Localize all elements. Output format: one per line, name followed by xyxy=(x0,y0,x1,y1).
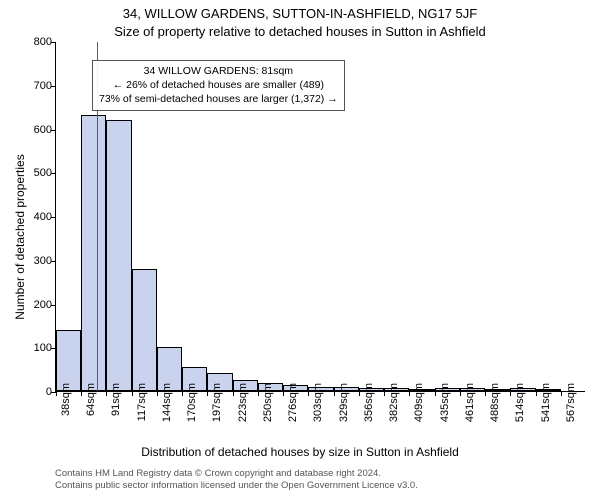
x-tick-label: 409sqm xyxy=(413,383,425,427)
x-tick-label: 382sqm xyxy=(388,383,400,427)
histogram-bar xyxy=(81,115,106,391)
x-tick-mark xyxy=(182,391,183,396)
x-tick-label: 276sqm xyxy=(287,383,299,427)
x-tick-label: 488sqm xyxy=(489,383,501,427)
annotation-line2: ← 26% of detached houses are smaller (48… xyxy=(99,78,338,92)
x-tick-label: 541sqm xyxy=(540,383,552,427)
x-tick-mark xyxy=(258,391,259,396)
x-tick-mark xyxy=(334,391,335,396)
x-tick-label: 514sqm xyxy=(514,383,526,427)
y-tick-mark xyxy=(51,261,56,262)
x-tick-mark xyxy=(536,391,537,396)
x-tick-mark xyxy=(460,391,461,396)
x-tick-mark xyxy=(283,391,284,396)
x-tick-mark xyxy=(233,391,234,396)
x-tick-mark xyxy=(561,391,562,396)
x-tick-mark xyxy=(384,391,385,396)
x-tick-mark xyxy=(132,391,133,396)
y-tick-mark xyxy=(51,305,56,306)
y-tick-mark xyxy=(51,130,56,131)
x-tick-label: 329sqm xyxy=(338,383,350,427)
chart-container: 34, WILLOW GARDENS, SUTTON-IN-ASHFIELD, … xyxy=(0,0,600,500)
y-tick-label: 600 xyxy=(18,124,52,136)
y-tick-label: 100 xyxy=(18,342,52,354)
x-tick-mark xyxy=(435,391,436,396)
y-tick-label: 800 xyxy=(18,36,52,48)
y-tick-label: 400 xyxy=(18,211,52,223)
y-tick-label: 200 xyxy=(18,299,52,311)
y-tick-mark xyxy=(51,42,56,43)
footer-attribution: Contains HM Land Registry data © Crown c… xyxy=(55,468,585,492)
x-tick-label: 91sqm xyxy=(110,383,122,427)
footer-line2: Contains public sector information licen… xyxy=(55,480,585,492)
y-tick-label: 0 xyxy=(18,386,52,398)
x-tick-mark xyxy=(510,391,511,396)
x-axis-label: Distribution of detached houses by size … xyxy=(0,445,600,459)
annotation-line3: 73% of semi-detached houses are larger (… xyxy=(99,92,338,106)
y-tick-mark xyxy=(51,86,56,87)
chart-title-address: 34, WILLOW GARDENS, SUTTON-IN-ASHFIELD, … xyxy=(0,6,600,21)
x-tick-mark xyxy=(81,391,82,396)
y-tick-mark xyxy=(51,348,56,349)
x-tick-label: 303sqm xyxy=(312,383,324,427)
y-tick-mark xyxy=(51,173,56,174)
y-tick-label: 700 xyxy=(18,80,52,92)
x-tick-mark xyxy=(359,391,360,396)
footer-line1: Contains HM Land Registry data © Crown c… xyxy=(55,468,585,480)
annotation-line1: 34 WILLOW GARDENS: 81sqm xyxy=(99,64,338,78)
plot-area: 34 WILLOW GARDENS: 81sqm ← 26% of detach… xyxy=(55,42,585,392)
x-tick-label: 461sqm xyxy=(464,383,476,427)
y-tick-label: 500 xyxy=(18,167,52,179)
x-tick-mark xyxy=(409,391,410,396)
x-tick-label: 223sqm xyxy=(237,383,249,427)
x-tick-label: 64sqm xyxy=(85,383,97,427)
x-tick-mark xyxy=(56,391,57,396)
histogram-bar xyxy=(106,120,131,391)
x-tick-label: 144sqm xyxy=(161,383,173,427)
annotation-box: 34 WILLOW GARDENS: 81sqm ← 26% of detach… xyxy=(92,60,345,111)
x-tick-mark xyxy=(207,391,208,396)
x-tick-label: 197sqm xyxy=(211,383,223,427)
x-tick-label: 435sqm xyxy=(439,383,451,427)
x-tick-label: 567sqm xyxy=(565,383,577,427)
x-tick-label: 38sqm xyxy=(60,383,72,427)
x-tick-label: 356sqm xyxy=(363,383,375,427)
y-axis-label: Number of detached properties xyxy=(13,97,27,377)
y-tick-mark xyxy=(51,217,56,218)
x-tick-label: 117sqm xyxy=(136,383,148,427)
x-tick-label: 170sqm xyxy=(186,383,198,427)
histogram-bar xyxy=(132,269,157,392)
x-tick-mark xyxy=(106,391,107,396)
histogram-bar xyxy=(56,330,81,391)
x-tick-mark xyxy=(485,391,486,396)
x-tick-mark xyxy=(157,391,158,396)
x-tick-label: 250sqm xyxy=(262,383,274,427)
chart-subtitle: Size of property relative to detached ho… xyxy=(0,24,600,39)
x-tick-mark xyxy=(308,391,309,396)
y-tick-label: 300 xyxy=(18,255,52,267)
